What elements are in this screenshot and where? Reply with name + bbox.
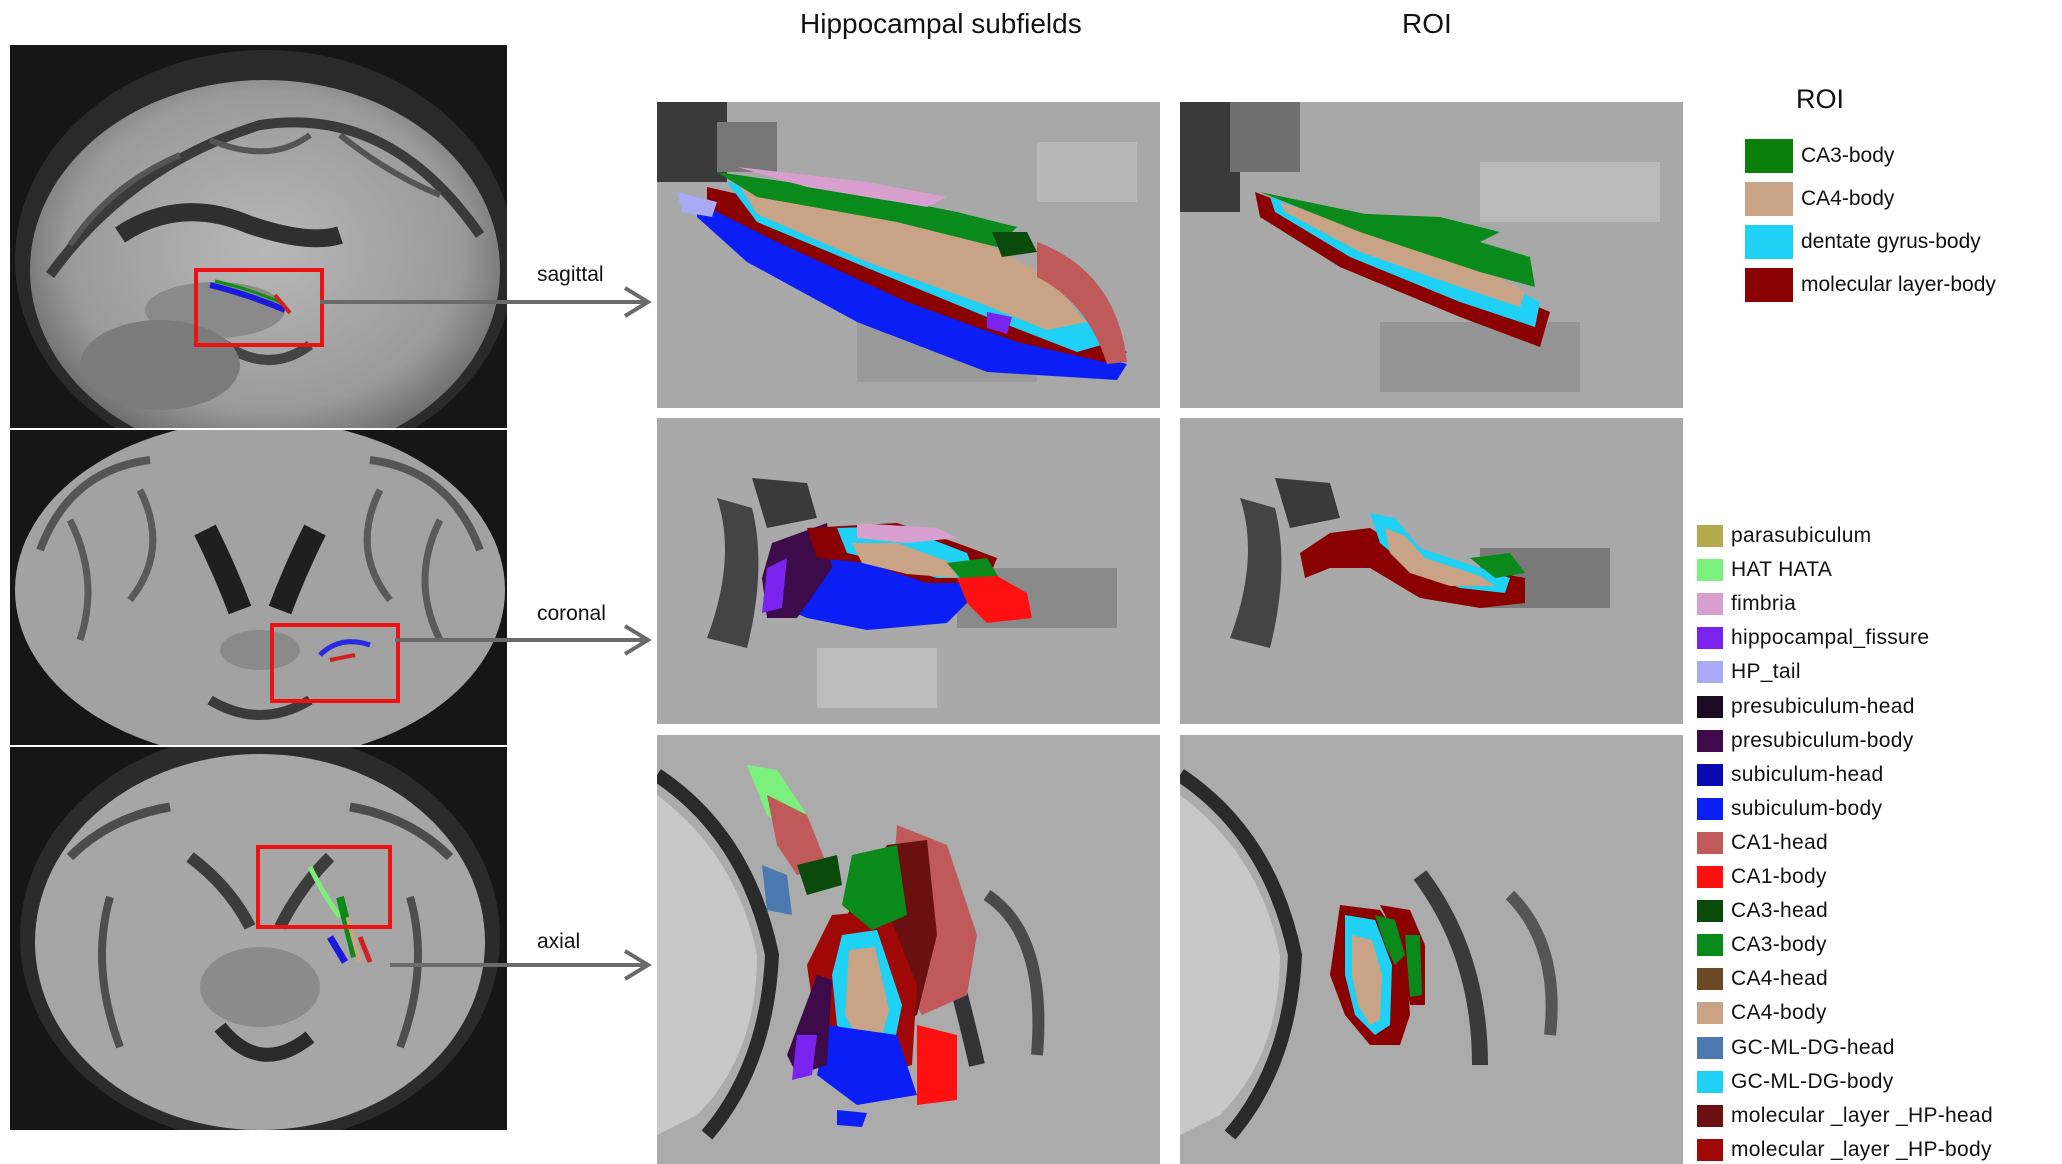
subfield-legend-swatch [1697,797,1723,820]
sagittal-subfields-panel [657,102,1160,408]
subfield-legend-label: molecular _layer _HP-body [1731,1137,1992,1161]
roi-legend-swatch [1745,225,1793,259]
subfield-legend-swatch [1697,934,1723,957]
subfield-legend-label: presubiculum-head [1731,694,1915,718]
subfield-legend-label: subiculum-body [1731,796,1883,820]
roi-legend-item: CA4-body [1745,182,1894,216]
axial-subfields-panel [657,735,1160,1164]
subfield-legend-swatch [1697,866,1723,888]
subfield-legend-item: presubiculum-body [1697,728,1914,754]
subfield-legend-item: subiculum-head [1697,762,1883,788]
subfield-legend-swatch [1697,763,1723,786]
axial-brain-image [10,747,507,1130]
subfield-legend-label: GC-ML-DG-head [1731,1035,1895,1059]
subfield-legend-label: molecular _layer _HP-head [1731,1103,1993,1127]
subfield-legend-label: presubiculum-body [1731,728,1914,752]
axial-roi-panel [1180,735,1683,1164]
subfield-legend-item: GC-ML-DG-head [1697,1035,1895,1061]
subfield-legend-swatch [1697,831,1723,854]
subfield-legend-item: HAT HATA [1697,557,1832,583]
subfield-legend-label: CA1-head [1731,830,1828,854]
subfield-legend-item: CA4-head [1697,966,1828,992]
coronal-arrow [395,624,652,656]
subfield-legend-item: CA1-body [1697,864,1827,890]
roi-legend-label: dentate gyrus-body [1801,230,1981,253]
sagittal-label: sagittal [537,263,604,286]
subfield-legend-swatch [1697,559,1723,582]
roi-legend-label: CA4-body [1801,187,1895,210]
coronal-roi-panel [1180,418,1683,724]
subfield-legend-swatch [1697,1002,1723,1025]
subfield-legend-label: CA1-body [1731,865,1827,888]
roi-legend-item: dentate gyrus-body [1745,225,1981,259]
subfield-legend-label: CA4-head [1731,967,1828,991]
subfield-legend-label: CA3-head [1731,899,1828,923]
coronal-subfields-panel [657,418,1160,724]
subfield-legend-item: HP_tail [1697,659,1801,685]
subfield-legend-item: subiculum-body [1697,796,1882,822]
roi-legend-item: molecular layer-body [1745,268,1996,302]
subfield-legend-label: HAT HATA [1731,558,1833,582]
roi-legend-item: CA3-body [1745,139,1894,173]
subfield-legend-swatch [1697,729,1723,752]
coronal-brain-image [10,430,507,745]
subfield-legend-label: CA4-body [1731,1001,1827,1025]
roi-legend-swatch [1745,182,1793,216]
roi-legend-label: molecular layer-body [1801,273,1996,296]
subfield-legend-swatch [1697,525,1723,547]
subfield-legend-item: parasubiculum [1697,523,1871,549]
roi-legend-swatch [1745,268,1793,302]
subfield-legend-item: fimbria [1697,591,1796,617]
subfield-legend-label: HP_tail [1731,660,1801,684]
subfield-legend-swatch [1697,1070,1723,1093]
subfield-legend-item: molecular _layer _HP-body [1697,1137,1992,1163]
subfield-legend-item: hippocampal_fissure [1697,625,1929,651]
subfield-legend-item: molecular _layer _HP-head [1697,1103,1993,1129]
subfield-legend-item: presubiculum-head [1697,694,1915,720]
subfield-legend-swatch [1697,900,1723,923]
subfield-legend-item: CA4-body [1697,1000,1827,1026]
subfield-legend-item: CA3-body [1697,932,1827,958]
roi-column-title: ROI [1402,8,1452,39]
subfield-legend-swatch [1697,1036,1723,1059]
sagittal-roi-panel [1180,102,1683,408]
roi-legend-label: CA3-body [1801,144,1895,167]
subfield-legend-swatch [1697,1138,1723,1161]
subfield-legend-label: parasubiculum [1731,524,1872,547]
subfield-legend-swatch [1697,593,1723,616]
roi-legend-swatch [1745,139,1793,173]
subfield-legend-item: CA3-head [1697,898,1828,924]
subfield-legend-swatch [1697,1104,1723,1127]
subfield-legend-label: GC-ML-DG-body [1731,1069,1894,1093]
subfield-legend-label: hippocampal_fissure [1731,626,1930,650]
axial-label: axial [537,930,581,953]
sagittal-arrow [320,286,652,318]
sagittal-brain-image [10,45,507,428]
subfield-legend-label: fimbria [1731,592,1797,616]
subfield-legend-item: CA1-head [1697,830,1828,856]
subfield-legend-swatch [1697,695,1723,718]
subfields-column-title: Hippocampal subfields [800,8,1082,39]
roi-legend-title: ROI [1796,84,1845,114]
subfield-legend-label: subiculum-head [1731,762,1884,786]
subfield-legend-swatch [1697,661,1723,684]
axial-arrow [390,949,652,981]
subfield-legend-item: GC-ML-DG-body [1697,1069,1894,1095]
subfield-legend-swatch [1697,968,1723,991]
coronal-label: coronal [537,602,606,625]
subfield-legend-swatch [1697,627,1723,650]
subfield-legend-label: CA3-body [1731,933,1827,957]
